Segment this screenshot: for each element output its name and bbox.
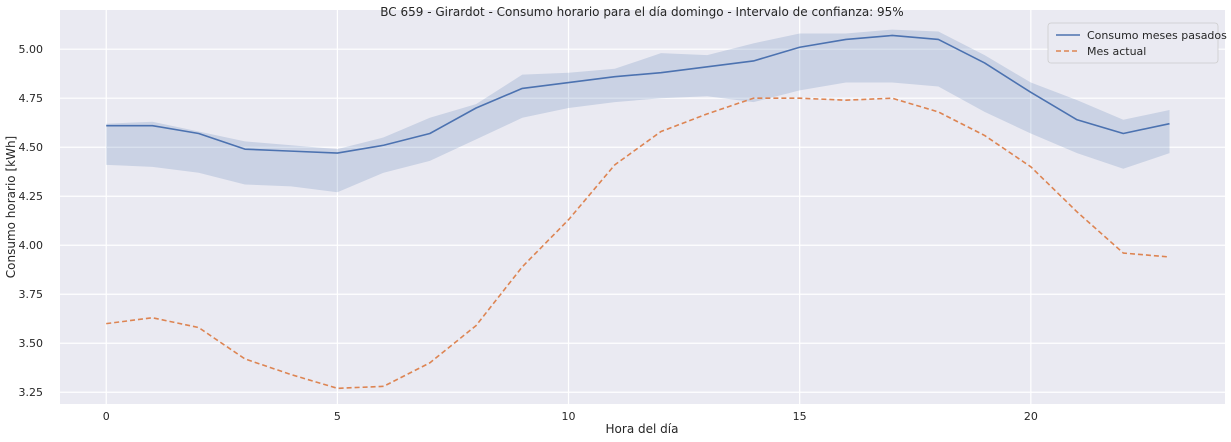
y-tick-label: 3.75 (19, 288, 44, 301)
x-tick-label: 5 (334, 410, 341, 423)
confidence-band (106, 29, 1170, 193)
confidence-band-layer (106, 29, 1170, 193)
y-axis-ticks: 3.25 3.50 3.75 4.00 4.25 4.50 4.75 5.00 (19, 43, 44, 399)
x-tick-label: 0 (103, 410, 110, 423)
y-tick-label: 4.25 (19, 190, 44, 203)
y-tick-label: 5.00 (19, 43, 44, 56)
chart-title: BC 659 - Girardot - Consumo horario para… (380, 5, 903, 19)
series-line-consumo-meses-pasados (106, 34, 1170, 154)
series-line-layer (106, 34, 1170, 390)
legend-label-mes-actual: Mes actual (1087, 45, 1146, 58)
y-tick-label: 4.00 (19, 239, 44, 252)
y-tick-label: 4.50 (19, 141, 44, 154)
grid (60, 10, 1225, 404)
y-tick-label: 3.25 (19, 386, 44, 399)
legend-box (1047, 22, 1219, 64)
x-tick-label: 10 (562, 410, 576, 423)
x-axis-ticks: 0 5 10 15 20 (103, 410, 1038, 423)
x-axis-label: Hora del día (606, 422, 679, 436)
y-tick-label: 3.50 (19, 337, 44, 350)
y-axis-label: Consumo horario [kWh] (4, 136, 18, 278)
legend-label-consumo: Consumo meses pasados (1087, 29, 1227, 42)
x-tick-label: 15 (793, 410, 807, 423)
series-line-mes-actual (106, 97, 1170, 390)
x-tick-label: 20 (1024, 410, 1038, 423)
legend: Consumo meses pasados Mes actual (1047, 22, 1227, 64)
y-tick-label: 4.75 (19, 92, 44, 105)
